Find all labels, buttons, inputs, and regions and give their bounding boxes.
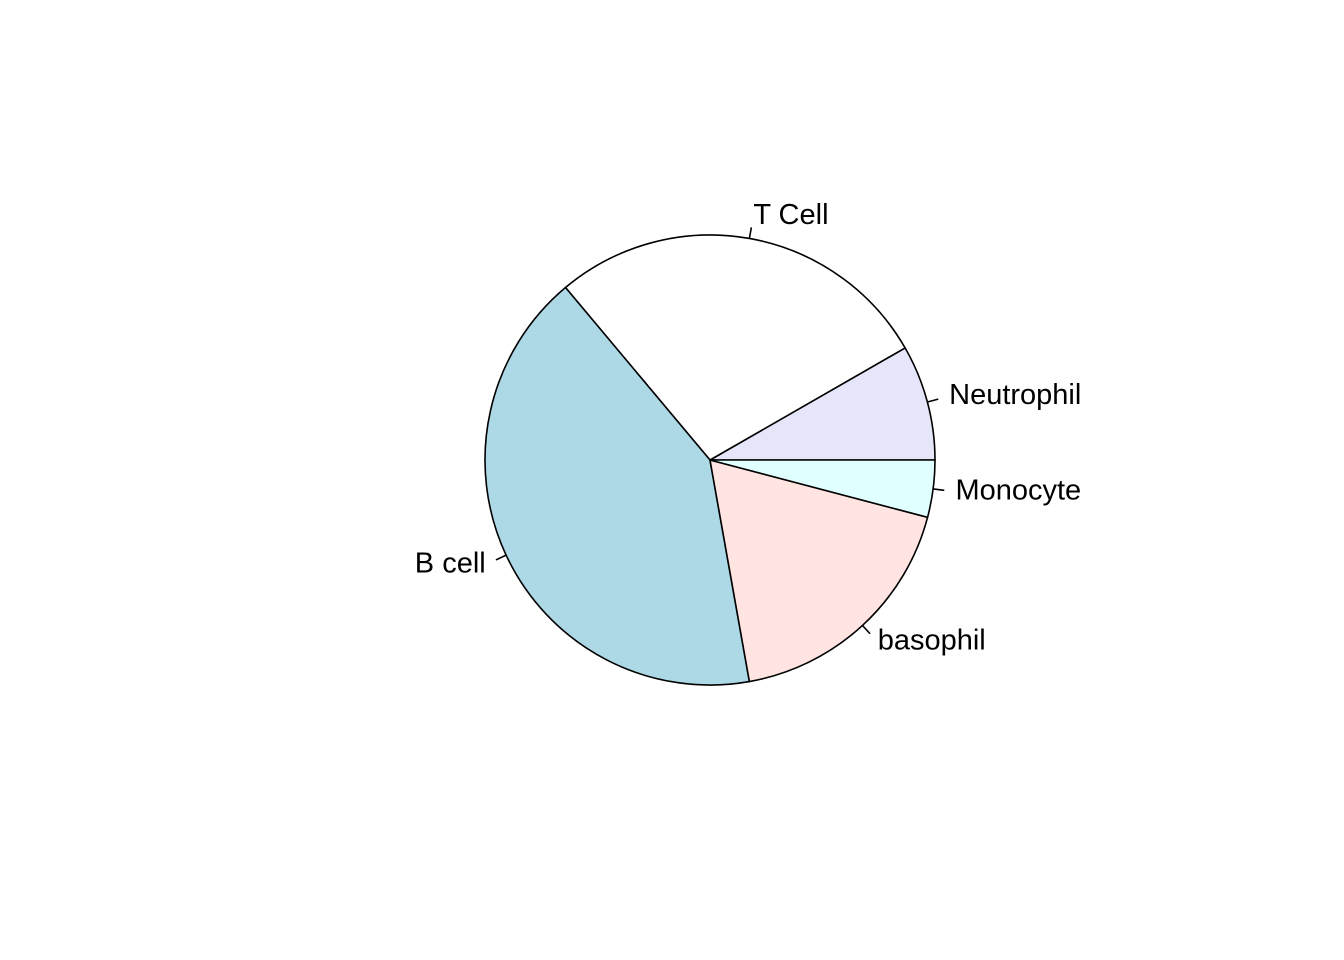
pie-label-t-cell: T Cell bbox=[753, 199, 828, 231]
pie-tick-t-cell bbox=[748, 227, 753, 239]
pie-label-b-cell: B cell bbox=[415, 547, 486, 579]
pie-tick-basophil bbox=[861, 624, 871, 635]
pie-label-neutrophil: Neutrophil bbox=[949, 379, 1081, 411]
pie-labels: Neutrophil T Cell B cell basophil Monocyte bbox=[415, 199, 1082, 657]
pie-tick-neutrophil bbox=[927, 398, 939, 403]
pie-slice-basophil bbox=[708, 458, 929, 683]
pie-slice-t-cell bbox=[564, 234, 907, 462]
pie-label-monocyte: Monocyte bbox=[955, 474, 1081, 506]
pie-label-basophil: basophil bbox=[878, 625, 986, 657]
pie-tick-monocyte bbox=[933, 488, 945, 492]
pie-slices bbox=[484, 234, 936, 686]
pie-tick-b-cell bbox=[495, 554, 507, 561]
pie-slice-monocyte bbox=[709, 459, 936, 519]
